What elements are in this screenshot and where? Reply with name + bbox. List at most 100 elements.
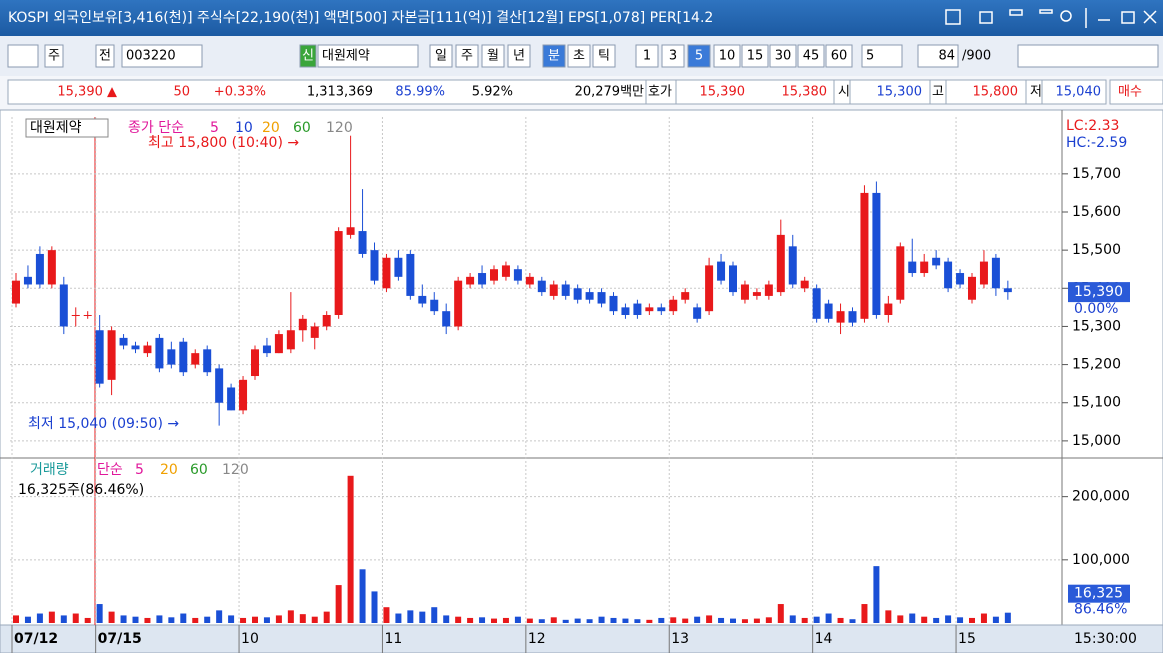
candle-body xyxy=(836,311,845,323)
toolbar-label[interactable]: 5 xyxy=(866,49,874,64)
volume-bar xyxy=(455,616,462,623)
toolbar-label[interactable]: 60 xyxy=(831,49,848,64)
volume-bar xyxy=(72,613,79,623)
toolbar-label[interactable]: /900 xyxy=(962,49,991,64)
toolbar-label[interactable]: 84 xyxy=(938,49,955,64)
volume-bar xyxy=(921,616,928,623)
toolbar-button[interactable] xyxy=(861,44,903,68)
candle-body xyxy=(478,273,487,285)
toolbar-label[interactable]: 대원제약 xyxy=(322,49,370,64)
toolbar-label[interactable]: 틱 xyxy=(598,49,610,64)
candle-body xyxy=(490,269,498,281)
toolbar-button[interactable] xyxy=(713,44,741,68)
toolbar-button[interactable] xyxy=(567,44,591,68)
quote-cell xyxy=(945,79,1027,105)
toolbar-button[interactable] xyxy=(592,44,616,68)
candle-body xyxy=(394,257,403,277)
volume-bar xyxy=(526,618,533,623)
toolbar-button[interactable] xyxy=(121,44,203,68)
toolbar-label[interactable]: 초 xyxy=(573,49,585,64)
toolbar-button[interactable] xyxy=(635,44,659,68)
quote-value: 15,800 xyxy=(973,85,1019,100)
toolbar-button[interactable] xyxy=(661,44,685,68)
candle-body xyxy=(681,292,690,300)
candle-body xyxy=(764,284,773,296)
toolbar-button[interactable] xyxy=(687,44,711,68)
toolbar-label[interactable]: 신 xyxy=(302,49,314,64)
candle-body xyxy=(95,330,104,384)
toolbar-icon[interactable] xyxy=(7,44,39,68)
candle-body xyxy=(824,303,833,319)
volume-bar xyxy=(24,616,31,623)
volume-bar xyxy=(586,619,593,623)
toolbar-label[interactable]: 1 xyxy=(643,49,651,64)
toolbar-button[interactable] xyxy=(542,44,566,68)
x-tick-label: 13 xyxy=(671,631,689,647)
volume-bar xyxy=(945,615,952,623)
quote-value: 15,390 xyxy=(700,85,746,100)
toolbar-button[interactable] xyxy=(917,44,959,68)
toolbar-label[interactable]: 일 xyxy=(435,49,447,64)
toolbar-button[interactable] xyxy=(797,44,825,68)
candle-body xyxy=(1003,288,1012,293)
toolbar-button[interactable] xyxy=(481,44,505,68)
toolbar-button[interactable] xyxy=(44,44,64,68)
toolbar-button[interactable] xyxy=(317,44,419,68)
toolbar-label[interactable]: 3 xyxy=(669,49,677,64)
candle-body xyxy=(215,368,224,403)
legend-entry: 120 xyxy=(222,462,249,478)
volume-bar xyxy=(789,615,796,623)
annotation: 최저 15,040 (09:50) → xyxy=(28,416,179,432)
volume-bar xyxy=(909,613,916,623)
candle-body xyxy=(812,288,821,319)
toolbar-label[interactable]: 15 xyxy=(747,49,764,64)
toolbar-button[interactable] xyxy=(455,44,479,68)
toolbar-label[interactable]: 전 xyxy=(99,49,111,64)
volume-bar xyxy=(240,617,247,623)
volume-bar xyxy=(204,616,211,623)
toolbar-label[interactable]: 5 xyxy=(695,49,703,64)
toolbar-label[interactable]: 10 xyxy=(719,49,736,64)
window-icons[interactable] xyxy=(945,8,1157,28)
toolbar-label[interactable]: 주 xyxy=(48,49,60,64)
quote-value: 20,279백만 xyxy=(575,85,644,100)
volume-bar xyxy=(479,617,486,623)
candle-body xyxy=(860,192,869,319)
quote-value: 15,390 ▲ xyxy=(57,85,117,100)
volume-bar xyxy=(969,617,975,623)
toolbar-button[interactable] xyxy=(299,44,317,68)
last-volume-box xyxy=(1068,584,1130,603)
toolbar-button[interactable] xyxy=(825,44,853,68)
candle-body xyxy=(968,276,976,300)
volume-bar xyxy=(646,619,653,623)
candle-body xyxy=(573,288,582,300)
toolbar-button[interactable] xyxy=(769,44,797,68)
candle-body xyxy=(991,257,1000,289)
toolbar-label[interactable]: 년 xyxy=(513,49,525,64)
annotation: 최고 15,800 (10:40) → xyxy=(148,135,299,151)
volume-bar xyxy=(718,617,725,623)
quote-value: 시 xyxy=(838,85,850,100)
quote-cell xyxy=(645,79,677,105)
toolbar-label[interactable]: 주 xyxy=(461,49,473,64)
toolbar-button[interactable] xyxy=(507,44,531,68)
last-volume: 16,325 xyxy=(1074,586,1123,602)
toolbar-label[interactable]: 월 xyxy=(487,49,499,64)
candle-body xyxy=(466,276,475,285)
volume-bar xyxy=(228,615,235,623)
volume-bar xyxy=(873,566,880,623)
toolbar-label[interactable]: 분 xyxy=(548,49,560,64)
toolbar-icon[interactable] xyxy=(1017,44,1159,68)
candle-body xyxy=(597,292,606,304)
toolbar-label[interactable]: 30 xyxy=(775,49,792,64)
toolbar-label[interactable]: 45 xyxy=(803,49,820,64)
toolbar-label[interactable]: 003220 xyxy=(126,49,176,64)
toolbar-button[interactable] xyxy=(741,44,769,68)
toolbar-button[interactable] xyxy=(429,44,453,68)
volume-bar xyxy=(837,617,844,623)
candle-body xyxy=(107,330,116,380)
toolbar-button[interactable] xyxy=(95,44,115,68)
volume-bar xyxy=(467,617,474,623)
volume-bar xyxy=(144,617,151,623)
